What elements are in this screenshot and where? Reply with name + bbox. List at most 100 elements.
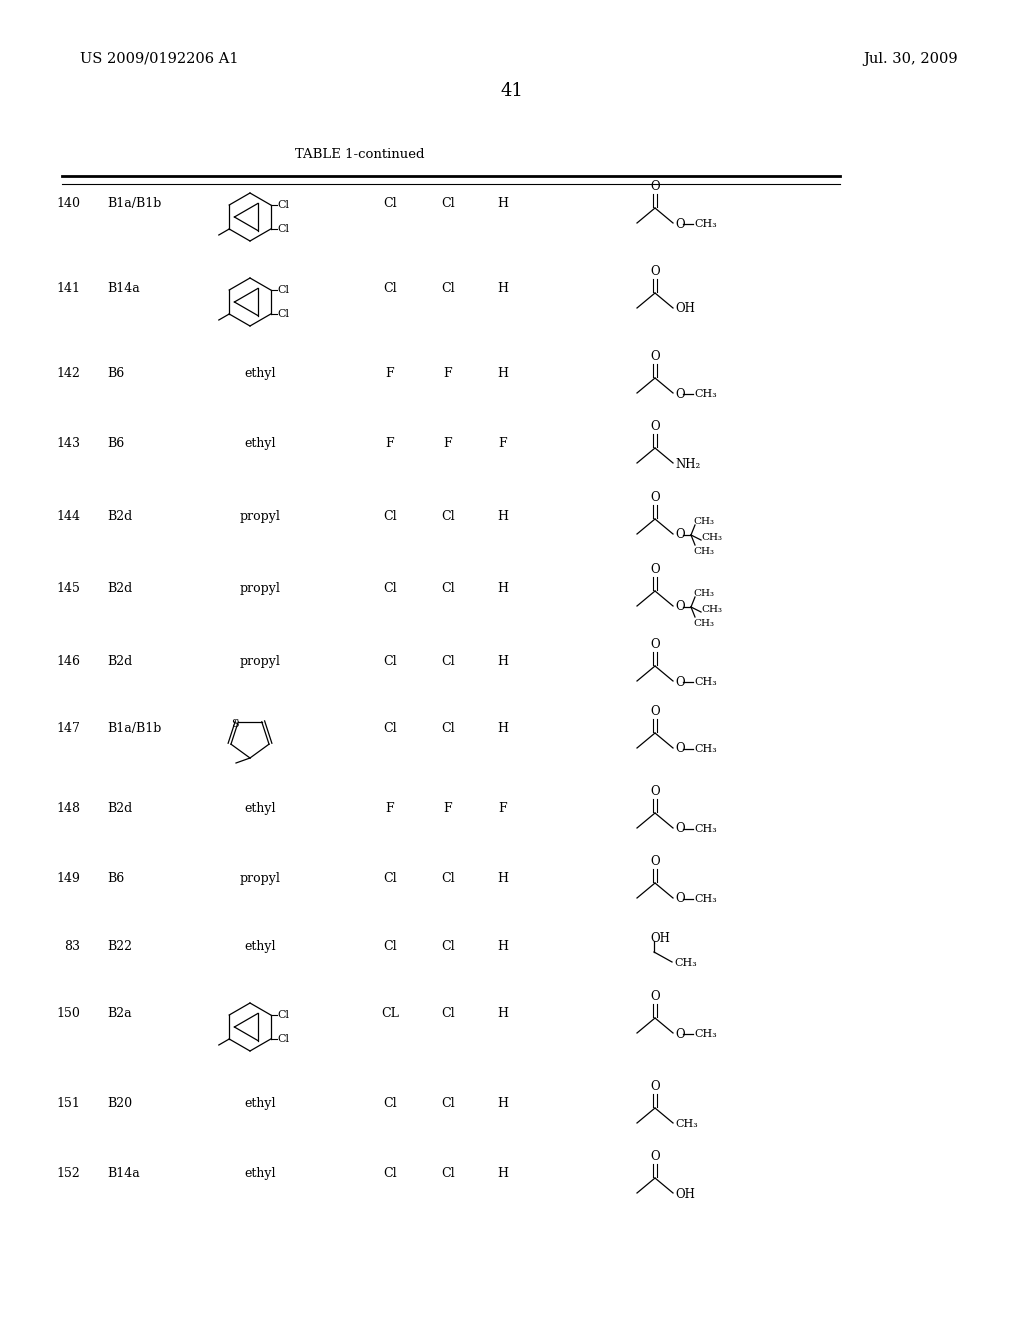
Text: O: O: [650, 350, 659, 363]
Text: B14a: B14a: [106, 1167, 139, 1180]
Text: CH₃: CH₃: [693, 589, 714, 598]
Text: OH: OH: [675, 302, 695, 315]
Text: Cl: Cl: [441, 940, 455, 953]
Text: S: S: [230, 719, 239, 729]
Text: B6: B6: [106, 437, 124, 450]
Text: Cl: Cl: [278, 224, 290, 234]
Text: CH₃: CH₃: [694, 744, 717, 754]
Text: O: O: [650, 564, 659, 576]
Text: Cl: Cl: [278, 285, 290, 294]
Text: OH: OH: [675, 1188, 695, 1200]
Text: 152: 152: [56, 1167, 80, 1180]
Text: H: H: [498, 582, 509, 595]
Text: F: F: [386, 437, 394, 450]
Text: Cl: Cl: [441, 582, 455, 595]
Text: F: F: [386, 803, 394, 814]
Text: 142: 142: [56, 367, 80, 380]
Text: NH₂: NH₂: [675, 458, 700, 470]
Text: Cl: Cl: [383, 582, 397, 595]
Text: Cl: Cl: [278, 1010, 290, 1020]
Text: B20: B20: [106, 1097, 132, 1110]
Text: F: F: [499, 803, 507, 814]
Text: F: F: [443, 437, 453, 450]
Text: O: O: [650, 1150, 659, 1163]
Text: O: O: [675, 822, 685, 836]
Text: 149: 149: [56, 873, 80, 884]
Text: F: F: [443, 367, 453, 380]
Text: B14a: B14a: [106, 282, 139, 294]
Text: CH₃: CH₃: [675, 1119, 697, 1129]
Text: Cl: Cl: [278, 1034, 290, 1044]
Text: ethyl: ethyl: [245, 940, 275, 953]
Text: Cl: Cl: [441, 655, 455, 668]
Text: propyl: propyl: [240, 582, 281, 595]
Text: Cl: Cl: [383, 655, 397, 668]
Text: 150: 150: [56, 1007, 80, 1020]
Text: Cl: Cl: [278, 201, 290, 210]
Text: Cl: Cl: [441, 1007, 455, 1020]
Text: CH₃: CH₃: [694, 677, 717, 686]
Text: H: H: [498, 940, 509, 953]
Text: O: O: [675, 601, 685, 614]
Text: O: O: [675, 218, 685, 231]
Text: H: H: [498, 1097, 509, 1110]
Text: O: O: [650, 491, 659, 504]
Text: H: H: [498, 655, 509, 668]
Text: CH₃: CH₃: [694, 219, 717, 228]
Text: ethyl: ethyl: [245, 437, 275, 450]
Text: O: O: [650, 1080, 659, 1093]
Text: 140: 140: [56, 197, 80, 210]
Text: ethyl: ethyl: [245, 367, 275, 380]
Text: ethyl: ethyl: [245, 1167, 275, 1180]
Text: B6: B6: [106, 873, 124, 884]
Text: O: O: [675, 892, 685, 906]
Text: H: H: [498, 282, 509, 294]
Text: F: F: [386, 367, 394, 380]
Text: O: O: [650, 785, 659, 799]
Text: CH₃: CH₃: [701, 605, 722, 614]
Text: Cl: Cl: [383, 197, 397, 210]
Text: Cl: Cl: [383, 940, 397, 953]
Text: Cl: Cl: [441, 197, 455, 210]
Text: 41: 41: [501, 82, 523, 100]
Text: propyl: propyl: [240, 873, 281, 884]
Text: O: O: [650, 638, 659, 651]
Text: Jul. 30, 2009: Jul. 30, 2009: [863, 51, 958, 66]
Text: Cl: Cl: [383, 873, 397, 884]
Text: Cl: Cl: [383, 510, 397, 523]
Text: Cl: Cl: [278, 309, 290, 319]
Text: CH₃: CH₃: [693, 619, 714, 627]
Text: 141: 141: [56, 282, 80, 294]
Text: B2d: B2d: [106, 582, 132, 595]
Text: O: O: [650, 420, 659, 433]
Text: Cl: Cl: [441, 722, 455, 735]
Text: H: H: [498, 197, 509, 210]
Text: H: H: [498, 722, 509, 735]
Text: Cl: Cl: [383, 282, 397, 294]
Text: propyl: propyl: [240, 655, 281, 668]
Text: F: F: [499, 437, 507, 450]
Text: 83: 83: [63, 940, 80, 953]
Text: ethyl: ethyl: [245, 1097, 275, 1110]
Text: B6: B6: [106, 367, 124, 380]
Text: Cl: Cl: [441, 510, 455, 523]
Text: B2a: B2a: [106, 1007, 132, 1020]
Text: Cl: Cl: [441, 1167, 455, 1180]
Text: O: O: [675, 1027, 685, 1040]
Text: Cl: Cl: [441, 282, 455, 294]
Text: CH₃: CH₃: [674, 958, 696, 968]
Text: CH₃: CH₃: [701, 532, 722, 541]
Text: propyl: propyl: [240, 510, 281, 523]
Text: Cl: Cl: [383, 1167, 397, 1180]
Text: H: H: [498, 1167, 509, 1180]
Text: B2d: B2d: [106, 803, 132, 814]
Text: H: H: [498, 873, 509, 884]
Text: O: O: [650, 265, 659, 279]
Text: Cl: Cl: [441, 1097, 455, 1110]
Text: US 2009/0192206 A1: US 2009/0192206 A1: [80, 51, 239, 66]
Text: O: O: [675, 388, 685, 400]
Text: O: O: [650, 180, 659, 193]
Text: CH₃: CH₃: [694, 824, 717, 834]
Text: OH: OH: [650, 932, 670, 945]
Text: O: O: [675, 528, 685, 541]
